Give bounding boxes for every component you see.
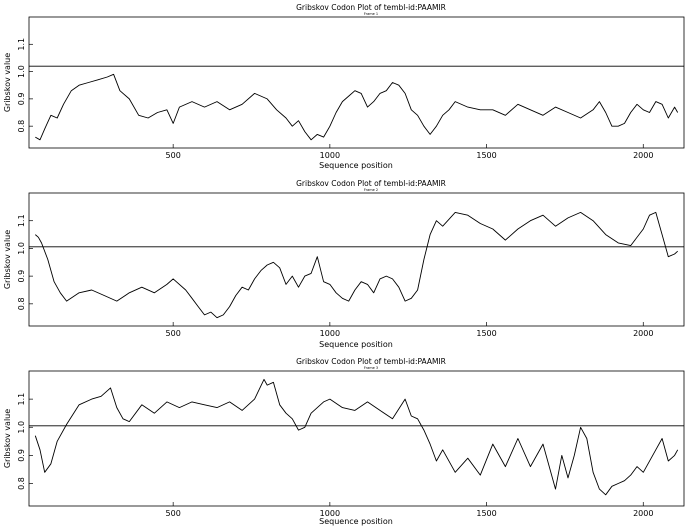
y-tick-label: 0.8 xyxy=(17,477,26,490)
series-line xyxy=(35,73,679,141)
y-tick-label: 1.1 xyxy=(17,38,26,51)
plot-frame xyxy=(28,370,685,507)
x-axis-label: Sequence position xyxy=(319,340,393,349)
plot-frame xyxy=(28,192,685,327)
x-tick-label: 1000 xyxy=(320,509,340,518)
plot-subtitle: Frame 2 xyxy=(364,188,378,192)
y-tick-label: 1.0 xyxy=(17,65,26,78)
y-tick-label: 1.0 xyxy=(17,421,26,434)
plot-subtitle: Frame 1 xyxy=(364,12,378,16)
y-tick-label: 0.9 xyxy=(17,270,26,283)
x-tick-label: 500 xyxy=(166,329,181,338)
y-tick-label: 0.9 xyxy=(17,449,26,462)
plot-panel-frame-3: Gribskov Codon Plot of tembl-id:PAAMIR F… xyxy=(3,357,685,526)
y-axis-label: Gribskov value xyxy=(3,230,12,289)
x-tick-label: 2000 xyxy=(633,329,653,338)
x-axis-label: Sequence position xyxy=(319,161,393,170)
plot-subtitle: Frame 3 xyxy=(364,366,378,370)
y-tick-label: 0.8 xyxy=(17,120,26,133)
x-tick-label: 2000 xyxy=(633,151,653,160)
y-tick-label: 1.0 xyxy=(17,242,26,255)
axis-ticks: 500 1000 1500 2000 0.8 0.9 1.0 1.1 xyxy=(17,214,653,338)
plot-title: Gribskov Codon Plot of tembl-id:PAAMIR xyxy=(296,179,446,188)
y-tick-label: 0.8 xyxy=(17,297,26,310)
y-tick-label: 1.1 xyxy=(17,214,26,227)
x-tick-label: 500 xyxy=(166,509,181,518)
axis-ticks: 500 1000 1500 2000 0.8 0.9 1.0 1.1 xyxy=(17,38,653,160)
series-line xyxy=(35,211,679,319)
y-axis-label: Gribskov value xyxy=(3,53,12,112)
series-line xyxy=(34,378,679,496)
plot-frame xyxy=(28,16,685,149)
plot-title: Gribskov Codon Plot of tembl-id:PAAMIR xyxy=(296,357,446,366)
y-tick-label: 1.1 xyxy=(17,393,26,406)
plot-panel-frame-1: Gribskov Codon Plot of tembl-id:PAAMIR F… xyxy=(3,3,685,170)
plot-panel-frame-2: Gribskov Codon Plot of tembl-id:PAAMIR F… xyxy=(3,179,685,349)
x-tick-label: 1500 xyxy=(476,509,496,518)
plot-title: Gribskov Codon Plot of tembl-id:PAAMIR xyxy=(296,3,446,12)
x-tick-label: 1500 xyxy=(476,329,496,338)
y-tick-label: 0.9 xyxy=(17,93,26,106)
x-axis-label: Sequence position xyxy=(319,517,393,526)
x-tick-label: 500 xyxy=(166,151,181,160)
y-axis-label: Gribskov value xyxy=(3,409,12,468)
x-tick-label: 1000 xyxy=(320,329,340,338)
axis-ticks: 500 1000 1500 2000 0.8 0.9 1.0 1.1 xyxy=(17,393,653,518)
x-tick-label: 2000 xyxy=(633,509,653,518)
x-tick-label: 1500 xyxy=(476,151,496,160)
x-tick-label: 1000 xyxy=(320,151,340,160)
